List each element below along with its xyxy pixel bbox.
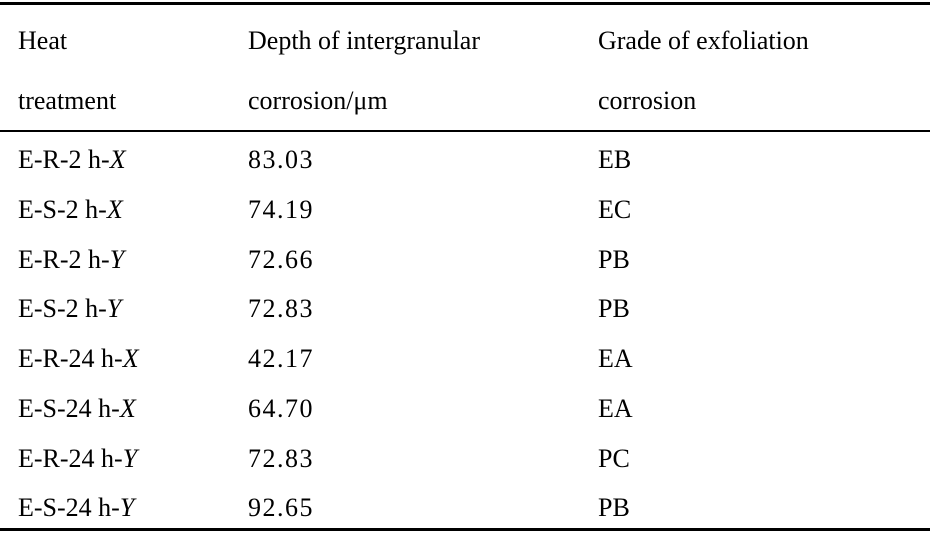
treatment-prefix: E-R-2 h- (18, 245, 110, 274)
table-row-depth: 64.70 (248, 394, 314, 423)
treatment-axis: Y (122, 444, 138, 473)
table-row-treatment: E-R-24 h-X (18, 344, 139, 374)
table-row-grade: PB (598, 294, 630, 323)
header-grade-line2: corrosion (598, 86, 697, 115)
treatment-axis: Y (109, 245, 125, 274)
treatment-axis: X (122, 344, 139, 373)
table-row-grade: EC (598, 195, 632, 224)
table-row-depth: 92.65 (248, 493, 314, 522)
table-row-depth: 72.83 (248, 294, 314, 323)
treatment-axis: Y (106, 294, 122, 323)
table-row-depth: 74.19 (248, 195, 314, 224)
table-row-treatment: E-S-2 h-X (18, 195, 123, 225)
top-rule (0, 2, 930, 5)
treatment-axis: X (106, 195, 123, 224)
treatment-prefix: E-S-2 h- (18, 294, 107, 323)
treatment-axis: X (109, 145, 126, 174)
header-depth-line1: Depth of intergranular (248, 26, 480, 55)
bottom-rule (0, 528, 930, 531)
table-row-treatment: E-R-24 h-Y (18, 444, 137, 474)
table-row-depth: 72.83 (248, 444, 314, 473)
treatment-prefix: E-R-2 h- (18, 145, 110, 174)
treatment-prefix: E-R-24 h- (18, 444, 123, 473)
table-row-treatment: E-S-24 h-Y (18, 493, 134, 523)
header-heat-treatment-line2: treatment (18, 86, 117, 115)
table-row-treatment: E-R-2 h-X (18, 145, 126, 175)
table-row-grade: EB (598, 145, 632, 174)
header-grade-line1: Grade of exfoliation (598, 26, 809, 55)
treatment-prefix: E-S-24 h- (18, 493, 120, 522)
table-row-grade: PB (598, 245, 630, 274)
table-row-grade: PC (598, 444, 630, 473)
treatment-prefix: E-S-24 h- (18, 394, 120, 423)
table-row-depth: 83.03 (248, 145, 314, 174)
header-depth-line2: corrosion/μm (248, 86, 388, 115)
table-row-grade: PB (598, 493, 630, 522)
table-row-depth: 72.66 (248, 245, 314, 274)
table-row-treatment: E-R-2 h-Y (18, 245, 124, 275)
treatment-axis: Y (119, 493, 135, 522)
treatment-axis: X (119, 394, 136, 423)
header-rule (0, 130, 930, 132)
treatment-prefix: E-R-24 h- (18, 344, 123, 373)
table-row-treatment: E-S-2 h-Y (18, 294, 121, 324)
table-row-grade: EA (598, 344, 633, 373)
table-row-grade: EA (598, 394, 633, 423)
table-row-treatment: E-S-24 h-X (18, 394, 136, 424)
header-heat-treatment-line1: Heat (18, 26, 68, 55)
treatment-prefix: E-S-2 h- (18, 195, 107, 224)
table-row-depth: 42.17 (248, 344, 314, 373)
